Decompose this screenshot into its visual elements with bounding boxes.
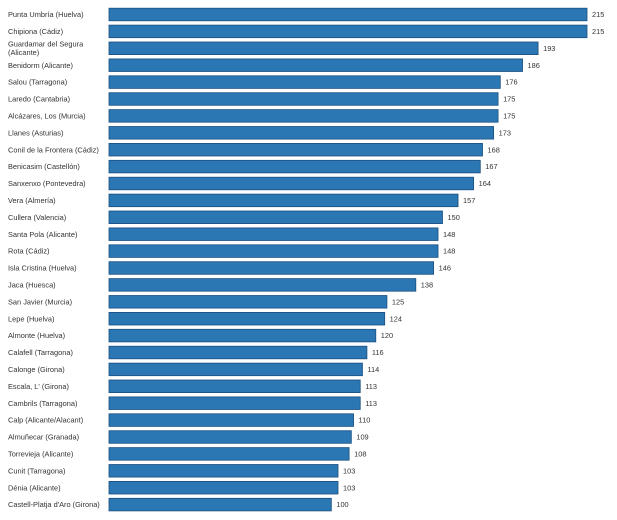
category-label: Torrevieja (Alicante)	[8, 450, 73, 459]
value-label: 125	[392, 297, 404, 306]
category-label: Dénia (Alicante)	[8, 483, 61, 492]
category-label: Calonge (Girona)	[8, 365, 65, 374]
value-label: 215	[592, 10, 604, 19]
bar	[108, 126, 495, 140]
category-label: Calafell (Tarragona)	[8, 348, 73, 357]
bar	[108, 480, 339, 495]
bar	[108, 261, 435, 275]
bar	[108, 109, 499, 123]
bar	[108, 328, 377, 343]
value-label: 215	[592, 27, 604, 36]
bar	[108, 7, 588, 22]
category-label: Almonte (Huelva)	[8, 331, 65, 340]
category-label: Vera (Almería)	[8, 196, 56, 205]
value-label: 108	[354, 450, 366, 459]
value-label: 175	[503, 95, 515, 104]
value-label: 100	[336, 500, 348, 509]
value-label: 164	[479, 179, 491, 188]
bar	[108, 142, 483, 157]
bar	[108, 345, 368, 360]
category-label: Calp (Alicante/Alacant)	[8, 416, 83, 425]
value-label: 120	[381, 331, 393, 340]
value-label: 116	[372, 348, 384, 357]
category-label: Benicasim (Castellón)	[8, 162, 80, 171]
category-label: Castell-Platja d'Aro (Girona)	[8, 500, 100, 509]
value-label: 110	[359, 416, 371, 425]
value-label: 193	[543, 44, 555, 53]
value-label: 168	[488, 145, 500, 154]
bar	[108, 430, 352, 444]
value-label: 103	[343, 466, 355, 475]
bar	[108, 75, 501, 89]
value-label: 146	[439, 264, 451, 273]
value-label: 175	[503, 112, 515, 121]
bar	[108, 227, 439, 241]
category-label: Isla Cristina (Huelva)	[8, 264, 77, 273]
bar	[108, 278, 417, 292]
bar	[108, 193, 459, 208]
category-label: Punta Umbría (Huelva)	[8, 10, 84, 19]
category-label: Lepe (Huelva)	[8, 314, 54, 323]
category-label: San Javier (Murcia)	[8, 297, 72, 306]
category-label: Llanes (Asturias)	[8, 128, 63, 137]
value-label: 113	[365, 399, 377, 408]
category-label: Cunit (Tarragona)	[8, 466, 66, 475]
value-label: 148	[443, 230, 455, 239]
bar	[108, 159, 481, 174]
bar	[108, 311, 386, 326]
category-label: Almuñecar (Granada)	[8, 433, 79, 442]
bar	[108, 295, 388, 309]
value-label: 173	[499, 128, 511, 137]
bar	[108, 24, 588, 39]
bar	[108, 396, 361, 410]
bar	[108, 41, 539, 56]
bar	[108, 362, 363, 377]
value-label: 157	[463, 196, 475, 205]
category-label: Cambrils (Tarragona)	[8, 399, 77, 408]
category-label: Cullera (Valencia)	[8, 213, 66, 222]
category-label: Rota (Cádiz)	[8, 247, 49, 256]
bar	[108, 92, 499, 106]
bar	[108, 497, 332, 512]
category-label: Laredo (Cantabria)	[8, 95, 70, 104]
bar	[108, 176, 475, 191]
value-label: 167	[485, 162, 497, 171]
bar	[108, 58, 523, 72]
category-label: Escala, L' (Girona)	[8, 382, 69, 391]
category-label: Benidorm (Alicante)	[8, 61, 73, 70]
category-label: Salou (Tarragona)	[8, 78, 67, 87]
value-label: 109	[356, 433, 368, 442]
value-label: 138	[421, 281, 433, 290]
value-label: 148	[443, 247, 455, 256]
bar	[108, 413, 354, 427]
bar	[108, 464, 339, 478]
category-label: Chipiona (Cádiz)	[8, 27, 63, 36]
value-label: 114	[367, 365, 379, 374]
category-label: Alcázares, Los (Murcia)	[8, 112, 86, 121]
category-label: Sanxenxo (Pontevedra)	[8, 179, 86, 188]
category-label: Conil de la Frontera (Cádiz)	[8, 145, 99, 154]
value-label: 150	[447, 213, 459, 222]
value-label: 124	[390, 314, 402, 323]
value-label: 176	[505, 78, 517, 87]
value-label: 113	[365, 382, 377, 391]
category-label: Guardamar del Segura (Alicante)	[8, 40, 84, 57]
bar	[108, 244, 439, 258]
value-label: 186	[528, 61, 540, 70]
bar	[108, 379, 361, 394]
bar	[108, 447, 350, 461]
category-label: Santa Pola (Alicante)	[8, 230, 77, 239]
bar	[108, 210, 443, 225]
category-label: Jaca (Huesca)	[8, 281, 56, 290]
value-label: 103	[343, 483, 355, 492]
